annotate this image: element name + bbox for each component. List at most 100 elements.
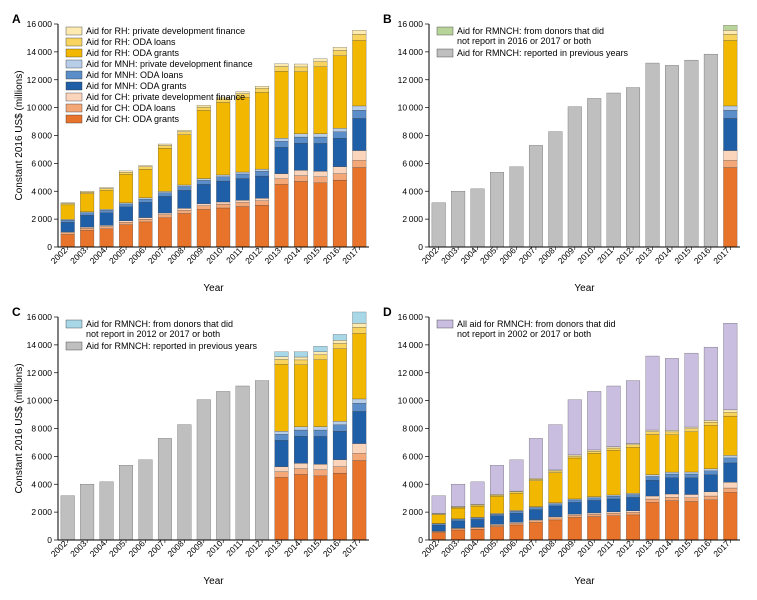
panel-b-label: B (383, 12, 392, 26)
svg-text:10 000: 10 000 (398, 103, 424, 113)
svg-text:2005: 2005 (107, 538, 128, 559)
svg-text:Aid for RH: ODA loans: Aid for RH: ODA loans (86, 37, 176, 47)
svg-text:12 000: 12 000 (27, 367, 53, 377)
svg-text:2014: 2014 (282, 538, 303, 559)
svg-text:14 000: 14 000 (27, 47, 53, 57)
svg-text:2011: 2011 (224, 245, 244, 265)
svg-text:8 000: 8 000 (402, 131, 423, 141)
svg-text:10 000: 10 000 (27, 103, 53, 113)
svg-text:6 000: 6 000 (402, 158, 423, 168)
svg-text:14 000: 14 000 (398, 339, 424, 349)
svg-text:2004: 2004 (88, 538, 109, 559)
svg-text:4 000: 4 000 (402, 186, 423, 196)
svg-text:2016: 2016 (692, 245, 713, 266)
svg-text:Year: Year (203, 576, 224, 587)
svg-text:2009: 2009 (185, 538, 206, 559)
svg-text:2016: 2016 (321, 245, 342, 266)
svg-text:2008: 2008 (165, 245, 186, 266)
svg-text:0: 0 (418, 242, 423, 252)
svg-text:Aid for RMNCH: from donors tha: Aid for RMNCH: from donors that did (457, 26, 604, 36)
svg-text:6 000: 6 000 (31, 158, 52, 168)
svg-text:12 000: 12 000 (398, 367, 424, 377)
svg-text:2015: 2015 (301, 538, 322, 559)
svg-text:Constant 2016 US$ (millions): Constant 2016 US$ (millions) (14, 363, 25, 493)
svg-text:Aid for CH: private developmen: Aid for CH: private development finance (86, 92, 245, 102)
svg-text:2017: 2017 (340, 245, 361, 266)
svg-text:2 000: 2 000 (402, 214, 423, 224)
svg-text:Year: Year (203, 283, 224, 294)
svg-text:4 000: 4 000 (402, 479, 423, 489)
svg-text:2006: 2006 (497, 538, 518, 559)
svg-text:4 000: 4 000 (31, 479, 52, 489)
svg-text:2005: 2005 (478, 245, 499, 266)
svg-text:2005: 2005 (478, 538, 499, 559)
svg-text:Aid for MNH: ODA grants: Aid for MNH: ODA grants (86, 81, 187, 91)
svg-text:2012: 2012 (614, 245, 635, 266)
svg-text:2010: 2010 (204, 538, 225, 559)
svg-text:2003: 2003 (68, 245, 89, 266)
svg-text:12 000: 12 000 (398, 75, 424, 85)
svg-text:All aid for RMNCH: from donors: All aid for RMNCH: from donors that did (457, 319, 616, 329)
svg-text:2007: 2007 (517, 538, 538, 559)
svg-text:2014: 2014 (282, 245, 303, 266)
svg-text:2004: 2004 (459, 538, 480, 559)
svg-text:Aid for RMNCH: from donors tha: Aid for RMNCH: from donors that did (86, 319, 233, 329)
svg-text:10 000: 10 000 (398, 395, 424, 405)
svg-text:14 000: 14 000 (398, 47, 424, 57)
svg-text:2006: 2006 (126, 245, 147, 266)
svg-text:2012: 2012 (243, 245, 264, 266)
svg-text:2003: 2003 (439, 538, 460, 559)
svg-text:2015: 2015 (672, 538, 693, 559)
svg-text:Aid for MNH: private developme: Aid for MNH: private development finance (86, 59, 253, 69)
svg-text:2004: 2004 (459, 245, 480, 266)
svg-text:2015: 2015 (301, 245, 322, 266)
svg-text:2012: 2012 (614, 538, 635, 559)
svg-text:6 000: 6 000 (31, 451, 52, 461)
svg-text:2014: 2014 (653, 538, 674, 559)
svg-text:4 000: 4 000 (31, 186, 52, 196)
svg-text:8 000: 8 000 (402, 423, 423, 433)
panel-b: B 0 2 000 4 000 6 000 8 000 10 000 12 000 14 00… (381, 10, 747, 298)
svg-text:Year: Year (574, 576, 595, 587)
svg-text:Aid for RH: ODA grants: Aid for RH: ODA grants (86, 48, 180, 58)
svg-text:2015: 2015 (672, 245, 693, 266)
svg-text:Aid for RH: private developmen: Aid for RH: private development finance (86, 26, 245, 36)
panel-c: C 02 0004 0006 0008 00010 00012 00014 00… (10, 303, 376, 591)
svg-text:2013: 2013 (262, 245, 283, 266)
svg-text:2 000: 2 000 (402, 507, 423, 517)
svg-text:2004: 2004 (88, 245, 109, 266)
svg-text:16 000: 16 000 (398, 312, 424, 322)
svg-text:2008: 2008 (536, 538, 557, 559)
svg-text:10 000: 10 000 (27, 395, 53, 405)
svg-text:2008: 2008 (536, 245, 557, 266)
svg-text:2007: 2007 (146, 538, 167, 559)
svg-text:2010: 2010 (575, 245, 596, 266)
svg-text:2003: 2003 (68, 538, 89, 559)
svg-text:2010: 2010 (204, 245, 225, 266)
svg-text:2003: 2003 (439, 245, 460, 266)
chart-grid: A 02 0004 0006 0008 00010 00012 00014 00… (10, 10, 747, 590)
svg-text:16 000: 16 000 (27, 312, 53, 322)
svg-text:Aid for RMNCH: reported in pre: Aid for RMNCH: reported in previous year… (86, 341, 258, 351)
svg-text:2013: 2013 (633, 245, 654, 266)
svg-text:8 000: 8 000 (31, 131, 52, 141)
svg-text:2012: 2012 (243, 538, 264, 559)
svg-text:2009: 2009 (556, 538, 577, 559)
svg-text:Aid for MNH: ODA loans: Aid for MNH: ODA loans (86, 70, 184, 80)
svg-text:0: 0 (418, 535, 423, 545)
svg-text:2010: 2010 (575, 538, 596, 559)
svg-text:0: 0 (47, 242, 52, 252)
svg-text:2008: 2008 (165, 538, 186, 559)
svg-text:not report in 2002 or 2017 or: not report in 2002 or 2017 or both (457, 329, 591, 339)
svg-text:Aid for RMNCH: reported in pre: Aid for RMNCH: reported in previous year… (457, 48, 629, 58)
svg-text:2011: 2011 (595, 538, 615, 558)
svg-text:2 000: 2 000 (31, 214, 52, 224)
svg-text:2007: 2007 (146, 245, 167, 266)
svg-text:2005: 2005 (107, 245, 128, 266)
svg-text:2011: 2011 (224, 538, 244, 558)
svg-text:2013: 2013 (633, 538, 654, 559)
svg-text:2013: 2013 (262, 538, 283, 559)
svg-text:2017: 2017 (340, 538, 361, 559)
svg-text:2006: 2006 (497, 245, 518, 266)
svg-text:0: 0 (47, 535, 52, 545)
